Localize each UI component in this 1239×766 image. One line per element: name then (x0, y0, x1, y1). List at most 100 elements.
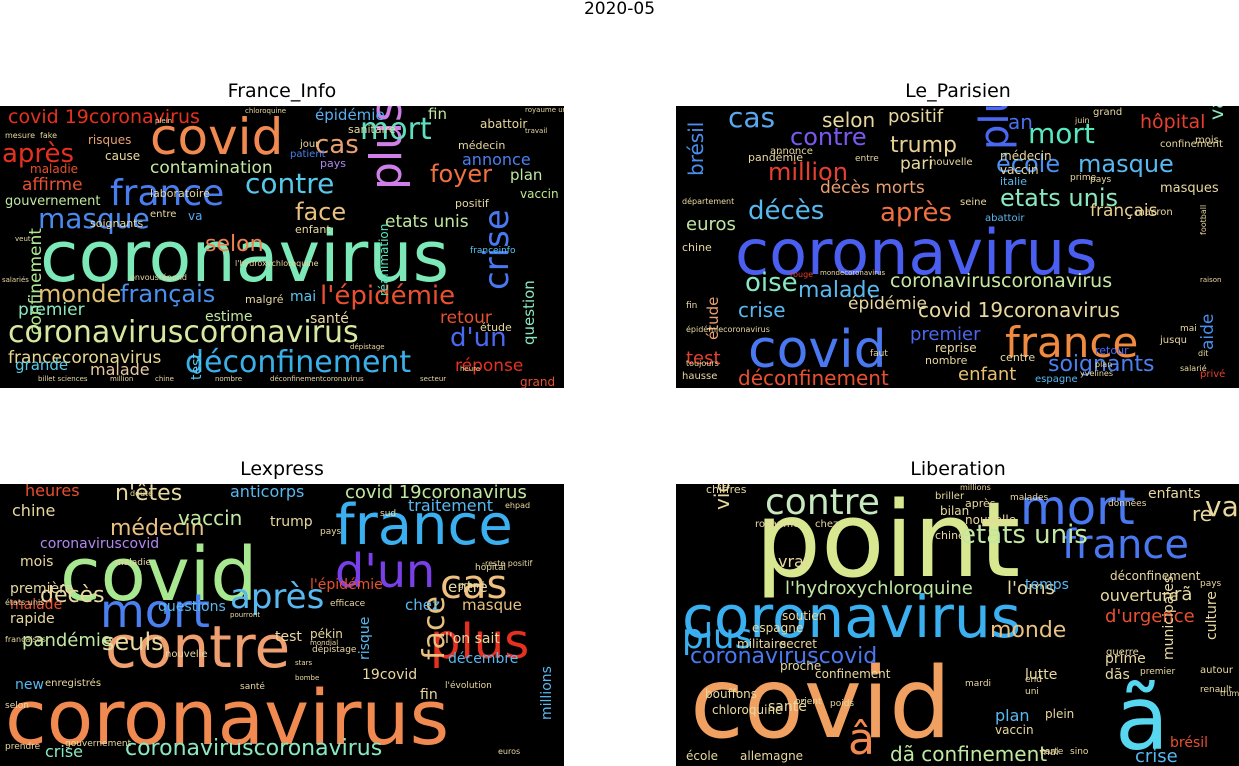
word-etats-unis: etats unis (960, 520, 1088, 550)
word-vaccin: vaccin (1000, 163, 1039, 177)
word-sino: sino (1070, 747, 1089, 757)
word-veut: veut (15, 235, 31, 243)
word-entre: entre (855, 154, 879, 164)
word-covid-19coronavirus: covid 19coronavirus (918, 298, 1121, 322)
word-vrai: vrai (778, 552, 809, 571)
word-monde: monde (990, 618, 1067, 643)
word-point: point (755, 484, 1021, 601)
word-coronaviruscoronavirus: coronaviruscoronavirus (125, 736, 383, 761)
word-militaire: militaire (737, 637, 787, 651)
word--tats-unis: états unis (5, 598, 45, 607)
word-mondial: mondial (310, 639, 339, 647)
word-seuls: seuls (102, 628, 164, 656)
word-re: re (1192, 502, 1213, 526)
word-juin: juin (1075, 116, 1090, 125)
word-nombre: nombre (215, 375, 243, 383)
wordcloud-le-parisien: coronavirus covid france plus coronaviruscor… (676, 106, 1239, 388)
word-apr-s: après (230, 577, 325, 617)
word-l-volution: l'évolution (445, 681, 492, 691)
word-cas: cas (315, 130, 359, 160)
word-selon: selon (205, 232, 264, 257)
word-heure: heure (460, 365, 481, 373)
word-millions: millions (539, 666, 555, 720)
word-d-c-s: décès (40, 583, 105, 608)
word-travail: travail (525, 127, 548, 135)
word-france: france (1005, 318, 1139, 367)
word-fin: fin (428, 106, 447, 123)
word-apr-s: après (880, 198, 953, 228)
word-coronavirus: coronavirus (40, 216, 450, 298)
word-d-c-s: décès (748, 196, 825, 226)
word-enregistr-s: enregistrés (45, 678, 102, 689)
word-stars: stars (295, 659, 313, 667)
word-pays: pays (1200, 579, 1222, 589)
word-contre: contre (245, 167, 335, 200)
word-l-hydroxychloroquine: l'hydroxychloroquine (785, 578, 973, 599)
word-pari: pari (900, 154, 933, 174)
word-pays: pays (1090, 175, 1112, 185)
word-malades: malades (1010, 493, 1049, 503)
word-d-un: d'un (450, 323, 507, 353)
word-chine: chine (935, 529, 965, 542)
word-mesure: mesure (5, 131, 35, 140)
word-gouvernement: gouvernement (5, 194, 101, 209)
wordcloud-france-info: coronavirus covid france plus coronaviruscor… (0, 106, 564, 388)
word-r-: rã (1174, 584, 1193, 605)
word-ehpad: ehpad (505, 501, 531, 510)
word-salari-: salarié (1180, 364, 1207, 373)
word-n-tes: n'êtes (115, 484, 183, 506)
word-france: france (335, 493, 513, 558)
word-covid: covid (690, 647, 952, 761)
word-prime: prime (1105, 651, 1146, 667)
word-heures: heures (25, 484, 80, 500)
word-aide: aide (1198, 313, 1218, 350)
word-enfants: enfants (1148, 486, 1201, 502)
word-fin: fin (686, 301, 698, 311)
word-grande: grande (15, 356, 69, 374)
word-france: france (110, 173, 225, 214)
word-apr-s: après (2, 139, 75, 169)
word-pays: pays (320, 157, 346, 170)
word-chloroquine: chloroquine (245, 107, 287, 115)
word-positif: positif (888, 106, 944, 127)
word-mai: mai (1040, 747, 1059, 758)
word-pays: pays (320, 527, 342, 537)
word-contre: contre (790, 123, 867, 151)
word-br-sil: brésil (1170, 735, 1209, 751)
word-reprise: reprise (935, 341, 977, 355)
word-risques: risques (88, 133, 132, 147)
word-estime: estime (205, 309, 253, 325)
word-coronavirus: coronavirus (735, 216, 1098, 289)
word-covid: covid (150, 108, 284, 166)
word-vaccin: vaccin (520, 187, 559, 201)
word-reste-positif: reste positif (485, 559, 533, 568)
word-allemagne: allemagne (740, 749, 804, 763)
word-malade: malade (90, 360, 150, 379)
word-etats-unis: etats unis (385, 212, 469, 232)
word-d-confinement: dã confinement (890, 742, 1048, 766)
word-l-on-sait: l'on sait (445, 631, 500, 647)
word-enfant: enfant (295, 223, 331, 236)
word-chiffres: chiffres (706, 484, 747, 496)
word-grand: grand (458, 581, 485, 591)
word-secteur: secteur (420, 375, 447, 383)
word-m-decin: médecin (458, 139, 506, 152)
word-d-pistage: dépistage (312, 645, 357, 655)
word-va: va (1206, 106, 1228, 120)
word-d-confinementcoronavirus: déconfinementcoronavirus (270, 375, 364, 383)
word-pand-mie: pandémie (748, 151, 803, 164)
word-contre: contre (765, 484, 880, 523)
word-chine: chine (12, 501, 56, 520)
word-mai: mai (290, 289, 317, 305)
word-d-pistage: dépistage (350, 343, 385, 351)
word-question: question (520, 280, 538, 345)
word-d-un: d'un (335, 544, 436, 598)
word-million: million (768, 158, 848, 186)
word-guerre: guerre (1106, 647, 1139, 658)
word-confinement: confinement (1160, 139, 1223, 150)
word-malgr-: malgré (245, 293, 284, 306)
word-plus: plus (430, 614, 530, 670)
word-billet-sciences: billet sciences (38, 375, 88, 383)
word-macron: macron (1135, 207, 1173, 218)
word-toujours: toujours (686, 359, 719, 368)
